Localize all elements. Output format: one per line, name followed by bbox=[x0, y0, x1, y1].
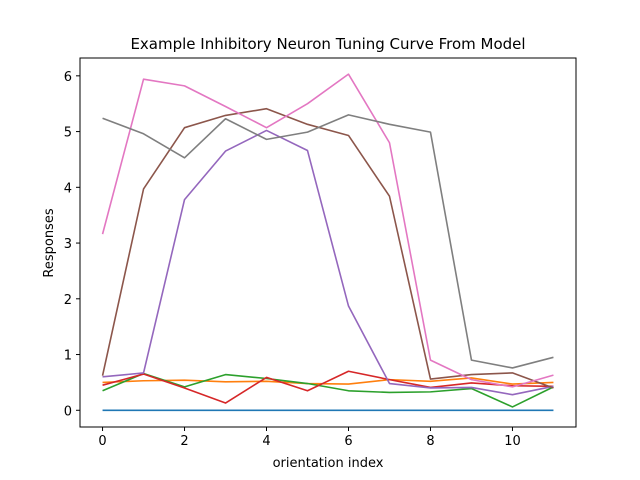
y-tick-label: 2 bbox=[64, 293, 72, 308]
y-axis-ticks: 0 1 2 3 4 5 6 bbox=[64, 70, 80, 419]
x-tick-label: 10 bbox=[504, 434, 521, 449]
series-line-5 bbox=[102, 129, 554, 396]
series-layer bbox=[101, 73, 554, 412]
y-tick-label: 6 bbox=[64, 70, 72, 85]
x-axis-ticks: 0 2 4 6 8 10 bbox=[98, 427, 521, 449]
x-tick-label: 8 bbox=[426, 434, 434, 449]
plot-area: 0 2 4 6 8 10 0 1 2 3 4 5 6 bbox=[64, 57, 577, 449]
series-line-3 bbox=[102, 372, 554, 408]
x-tick-label: 0 bbox=[98, 434, 106, 449]
x-tick-label: 6 bbox=[344, 434, 352, 449]
x-axis-label: orientation index bbox=[273, 456, 384, 471]
series-line-2 bbox=[102, 377, 554, 385]
series-line-4 bbox=[102, 370, 554, 404]
y-tick-label: 3 bbox=[64, 237, 72, 252]
y-tick-label: 0 bbox=[64, 404, 72, 419]
y-tick-label: 1 bbox=[64, 349, 72, 364]
y-tick-label: 5 bbox=[64, 126, 72, 141]
x-tick-label: 2 bbox=[180, 434, 188, 449]
series-line-8 bbox=[102, 114, 554, 369]
axes-frame bbox=[79, 57, 577, 428]
y-tick-label: 4 bbox=[64, 181, 72, 196]
series-line-6 bbox=[101, 107, 554, 389]
y-axis-label: Responses bbox=[42, 208, 57, 277]
chart-title: Example Inhibitory Neuron Tuning Curve F… bbox=[130, 35, 525, 53]
series-line-7 bbox=[101, 73, 554, 388]
x-tick-label: 4 bbox=[262, 434, 270, 449]
